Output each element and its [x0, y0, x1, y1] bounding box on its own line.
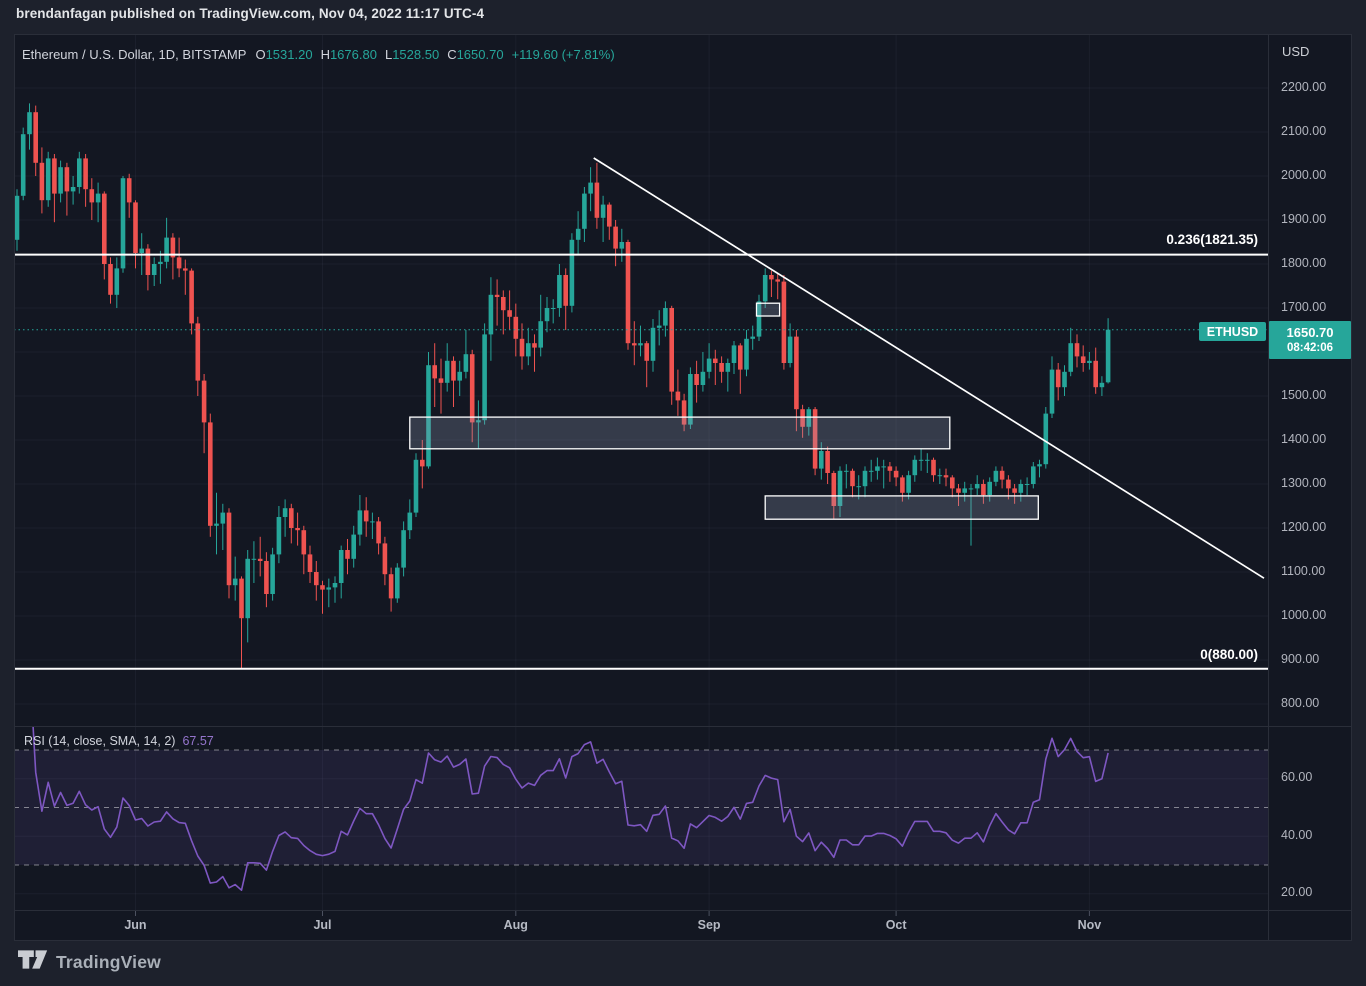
price-tick-label: 1500.00	[1281, 387, 1327, 402]
ohlc-values: O1531.20 H1676.80 L1528.50 C1650.70 +119…	[255, 47, 614, 62]
tradingview-logo-text[interactable]: TradingView	[56, 951, 161, 972]
fib-level-label-0: 0(880.00)	[1200, 647, 1258, 662]
price-tick-label: 800.00	[1281, 695, 1320, 710]
price-tick-label: 1000.00	[1281, 607, 1327, 622]
time-axis-label[interactable]: Oct	[885, 918, 907, 932]
symbol-legend[interactable]: Ethereum / U.S. Dollar, 1D, BITSTAMP O15…	[22, 47, 615, 62]
price-tick-label: 1100.00	[1281, 563, 1326, 578]
last-price-value: 1650.70	[1286, 324, 1334, 340]
rsi-tick-label: 60.00	[1281, 770, 1313, 785]
footer: TradingView	[18, 950, 161, 974]
time-axis-label[interactable]: Sep	[697, 918, 721, 932]
last-price-symbol-badge: ETHUSD	[1199, 322, 1266, 341]
price-tick-label: 1200.00	[1281, 519, 1327, 534]
rsi-tick-label: 40.00	[1281, 827, 1313, 842]
time-axis-label[interactable]: Jun	[124, 918, 147, 932]
rsi-legend[interactable]: RSI (14, close, SMA, 14, 2) 67.57	[24, 734, 214, 748]
attribution-text: brendanfagan published on TradingView.co…	[16, 6, 485, 21]
change-value: +119.60 (+7.81%)	[511, 47, 615, 62]
price-tick-label: 900.00	[1281, 651, 1320, 666]
symbol-title[interactable]: Ethereum / U.S. Dollar, 1D, BITSTAMP	[22, 47, 247, 62]
last-price-badge: 1650.70 08:42:06	[1269, 321, 1351, 359]
close-value: C1650.70	[447, 47, 504, 62]
rsi-title[interactable]: RSI (14, close, SMA, 14, 2)	[24, 734, 176, 748]
time-axis-label[interactable]: Nov	[1077, 918, 1102, 932]
fib-level-label-0236: 0.236(1821.35)	[1166, 232, 1258, 247]
high-value: H1676.80	[320, 47, 377, 62]
chart-widget	[14, 34, 1352, 941]
bar-countdown: 08:42:06	[1286, 341, 1334, 354]
price-scale-currency: USD	[1282, 44, 1310, 59]
rsi-value: 67.57	[182, 734, 214, 748]
price-tick-label: 2000.00	[1281, 167, 1327, 182]
price-tick-label: 1400.00	[1281, 431, 1327, 446]
rsi-tick-label: 20.00	[1281, 885, 1313, 900]
tradingview-logo-icon	[18, 950, 48, 969]
low-value: L1528.50	[384, 47, 440, 62]
price-tick-label: 1700.00	[1281, 299, 1327, 314]
time-axis-label[interactable]: Jul	[313, 918, 332, 932]
price-tick-label: 1300.00	[1281, 475, 1327, 490]
price-tick-label: 1800.00	[1281, 255, 1327, 270]
price-tick-label: 1900.00	[1281, 211, 1327, 226]
price-tick-label: 2100.00	[1281, 123, 1327, 138]
rsi-pane[interactable]	[14, 727, 1268, 910]
time-axis-label[interactable]: Aug	[503, 918, 528, 932]
price-pane[interactable]	[14, 34, 1268, 726]
price-tick-label: 2200.00	[1281, 79, 1327, 94]
open-value: O1531.20	[255, 47, 313, 62]
